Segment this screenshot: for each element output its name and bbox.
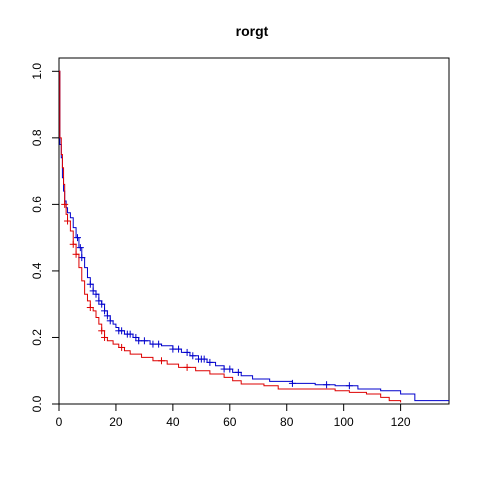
censor-mark [72,250,80,258]
censor-mark [200,355,208,363]
censor-mark [140,337,148,345]
axes: 0 20 40 60 80 100 120 0.0 0.2 0.4 0.6 0.8 1.0 [30,63,411,429]
censor-mark [86,304,94,312]
censor-mark [64,217,72,225]
km-series-1 [59,70,449,402]
y-tick-label: 0.0 [30,395,44,412]
series-layer [59,70,449,403]
censor-mark [234,368,242,376]
censor-mark [206,358,214,366]
x-tick-label: 120 [391,415,411,429]
censor-mark [92,290,100,298]
y-tick-label: 0.4 [30,262,44,279]
censor-mark [118,343,126,351]
censor-mark [126,330,134,338]
y-tick-label: 0.6 [30,196,44,213]
censor-mark [95,297,103,305]
censor-mark [345,382,353,390]
x-tick-label: 20 [109,415,123,429]
censor-mark [175,345,183,353]
censor-mark [74,234,82,242]
censor-mark [76,244,84,252]
censor-mark [98,300,106,308]
censor-mark [69,240,77,248]
x-tick-label: 40 [166,415,180,429]
censor-mark [132,333,140,341]
censor-mark [189,352,197,360]
censor-mark [183,363,191,371]
censor-mark [183,348,191,356]
y-tick-label: 0.2 [30,329,44,346]
chart-title: rorgt [236,23,269,39]
censor-mark [103,312,111,320]
x-tick-label: 100 [334,415,354,429]
censor-mark [101,307,109,315]
survival-step-line [59,70,449,402]
censor-mark [106,317,114,325]
censor-mark [157,357,165,365]
censor-mark [155,340,163,348]
km-series-2 [59,70,402,403]
x-tick-label: 60 [223,415,237,429]
censor-mark [89,287,97,295]
censor-mark [101,333,109,341]
censor-mark [98,327,106,335]
censor-mark [78,254,86,262]
y-tick-label: 0.8 [30,129,44,146]
censor-mark [61,200,69,208]
censor-mark [118,327,126,335]
censor-mark [86,280,94,288]
censor-mark [226,365,234,373]
x-tick-label: 80 [280,415,294,429]
censor-mark [288,379,296,387]
censor-mark [323,381,331,389]
y-tick-label: 1.0 [30,63,44,80]
x-tick-label: 0 [56,415,63,429]
